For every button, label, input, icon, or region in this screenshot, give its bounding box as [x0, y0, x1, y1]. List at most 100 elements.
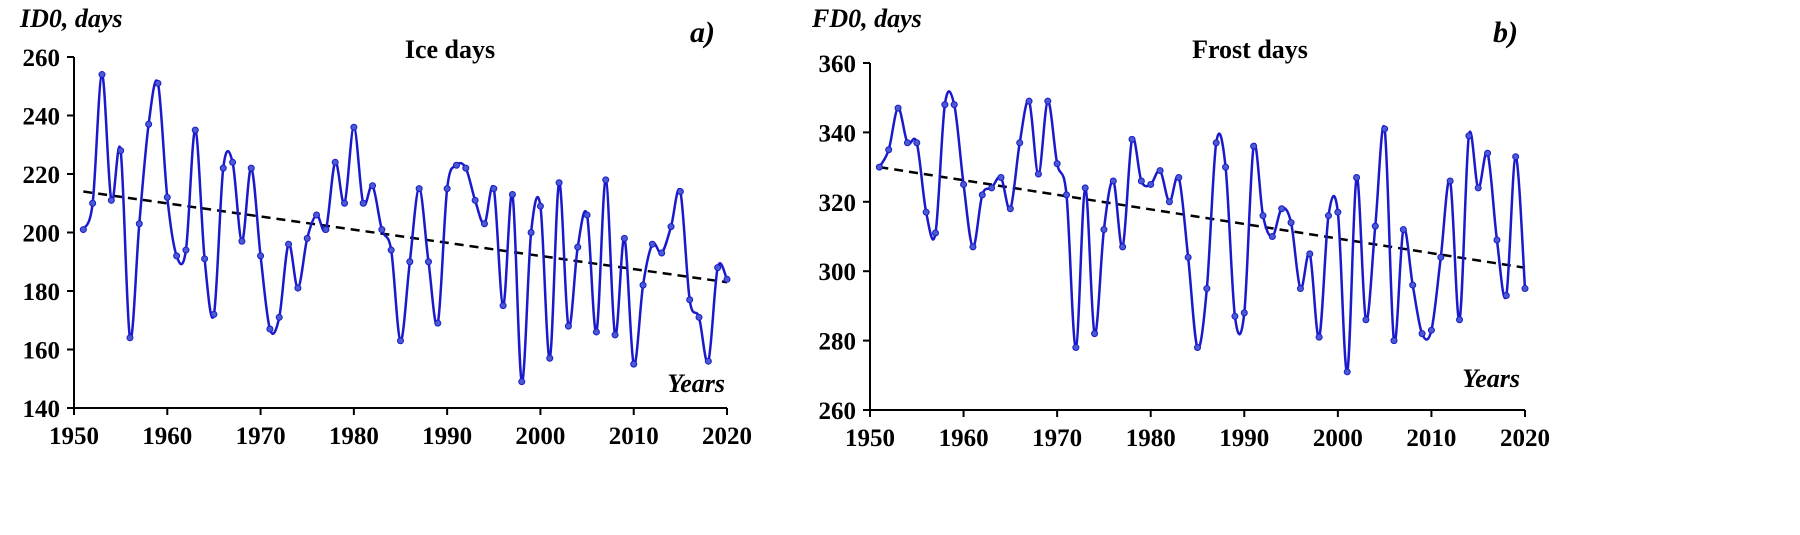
data-point — [1147, 180, 1155, 188]
data-point — [163, 193, 171, 201]
data-point — [592, 328, 600, 336]
data-point — [145, 120, 153, 128]
data-point — [1353, 174, 1361, 182]
data-point — [1025, 97, 1033, 105]
x-tick-label: 2000 — [515, 423, 565, 450]
data-point — [527, 229, 535, 236]
x-tick-label: 2010 — [609, 423, 659, 450]
data-point — [602, 176, 610, 184]
data-point — [107, 196, 115, 204]
data-point — [238, 237, 246, 245]
trend-line — [83, 190, 728, 284]
data-point — [723, 275, 731, 283]
data-point — [387, 246, 395, 254]
data-point — [424, 258, 432, 266]
data-point — [1212, 139, 1220, 147]
x-tick-label: 1970 — [1032, 425, 1082, 452]
data-point — [378, 226, 386, 234]
data-point — [1081, 184, 1089, 192]
data-point — [1119, 243, 1127, 251]
y-axis-label: ID0, days — [19, 4, 123, 33]
data-point — [490, 185, 498, 193]
data-point — [98, 71, 106, 79]
data-point — [247, 164, 255, 172]
data-point — [1109, 177, 1117, 185]
data-point — [369, 182, 377, 190]
x-tick-label: 1990 — [1219, 425, 1269, 452]
data-point — [406, 258, 414, 266]
y-tick-label: 220 — [23, 162, 61, 189]
data-point — [322, 226, 330, 234]
x-tick-label: 2000 — [1313, 425, 1363, 452]
data-point — [443, 185, 451, 193]
data-point — [1259, 212, 1267, 220]
y-tick-label: 280 — [819, 329, 857, 356]
data-point — [210, 310, 218, 318]
data-point — [997, 174, 1005, 182]
data-point — [658, 249, 666, 257]
data-point — [434, 319, 442, 327]
data-point — [875, 163, 883, 171]
data-point — [583, 211, 591, 219]
data-point — [1390, 337, 1398, 345]
data-point — [415, 185, 423, 193]
data-point — [950, 101, 958, 109]
x-tick-label: 2010 — [1406, 425, 1456, 452]
data-point — [1371, 222, 1379, 230]
data-point — [639, 281, 647, 289]
data-point — [1409, 281, 1417, 289]
x-tick-label: 2020 — [702, 423, 752, 450]
data-point — [1446, 177, 1454, 185]
data-point — [257, 252, 265, 260]
x-tick-label: 1960 — [939, 425, 989, 452]
data-point — [313, 211, 321, 219]
data-point — [1334, 208, 1342, 216]
data-point — [229, 158, 237, 166]
data-point — [620, 234, 628, 242]
data-point — [462, 164, 470, 172]
data-point — [1362, 316, 1370, 324]
x-tick-label: 2020 — [1500, 425, 1550, 452]
data-point — [294, 284, 302, 292]
data-point — [1100, 226, 1108, 234]
data-point — [564, 322, 572, 330]
data-point — [341, 199, 349, 207]
data-point — [648, 240, 656, 248]
y-tick-label: 200 — [23, 221, 61, 248]
data-point — [452, 161, 460, 169]
data-point — [1268, 233, 1276, 240]
y-tick-label: 300 — [819, 259, 857, 286]
data-point — [219, 164, 227, 172]
data-point — [969, 243, 977, 251]
data-point — [1016, 139, 1024, 147]
data-point — [191, 126, 199, 134]
data-point — [1437, 253, 1445, 261]
data-point — [79, 226, 87, 234]
data-point — [135, 220, 143, 228]
data-point — [1278, 205, 1286, 213]
data-point — [173, 252, 181, 260]
data-point — [903, 139, 911, 147]
data-point — [1231, 312, 1239, 320]
data-point — [686, 296, 694, 304]
x-axis-label: Years — [667, 369, 725, 398]
data-point — [117, 147, 125, 155]
data-point — [922, 208, 930, 216]
y-tick-label: 180 — [23, 279, 61, 306]
data-point — [1287, 219, 1295, 227]
data-point — [1474, 184, 1482, 192]
y-axis-label: FD0, days — [811, 4, 922, 33]
data-point — [1296, 285, 1304, 293]
data-point — [913, 139, 921, 147]
chart-title: Frost days — [1192, 35, 1308, 64]
data-point — [546, 354, 554, 362]
y-tick-label: 260 — [819, 398, 857, 425]
data-point — [630, 360, 638, 368]
data-point — [508, 190, 516, 198]
data-point — [932, 229, 939, 237]
data-point — [1418, 330, 1426, 338]
x-tick-label: 1960 — [142, 423, 192, 450]
data-point — [1175, 174, 1183, 182]
y-tick-label: 320 — [819, 190, 857, 217]
